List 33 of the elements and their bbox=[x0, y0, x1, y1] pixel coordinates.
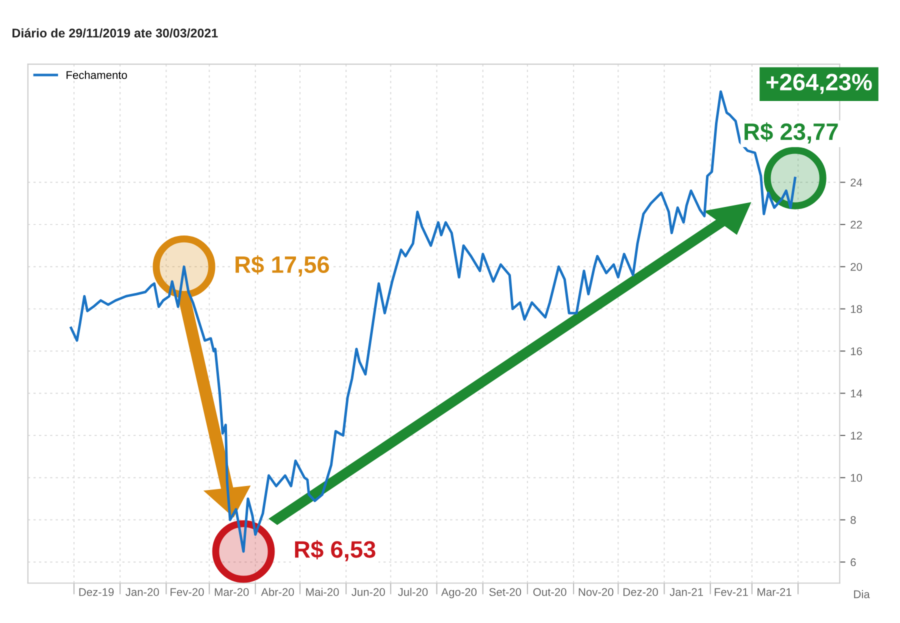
x-tick-label: Ago-20 bbox=[441, 588, 477, 598]
x-tick-label: Mar-21 bbox=[758, 588, 792, 596]
x-tick-label: Dez-19 bbox=[79, 588, 114, 596]
x-tick-label: Jan-21 bbox=[670, 588, 704, 596]
y-tick-label: 10 bbox=[850, 474, 862, 482]
y-tick-label: 22 bbox=[850, 220, 862, 229]
x-tick-label: Out-20 bbox=[533, 588, 566, 596]
y-tick-label: 16 bbox=[850, 347, 862, 356]
x-tick-label: Jul-20 bbox=[398, 588, 428, 596]
x-tick-label: Fev-20 bbox=[170, 588, 204, 596]
annotation: +264,23% bbox=[766, 74, 872, 94]
y-tick-label: 8 bbox=[850, 516, 856, 524]
x-tick-label: Jan-20 bbox=[126, 588, 159, 596]
x-tick-label: Fev-21 bbox=[714, 588, 748, 596]
x-tick-label: Set-20 bbox=[489, 588, 522, 596]
x-tick-label: Mai-20 bbox=[306, 588, 339, 596]
y-tick-label: 6 bbox=[850, 558, 856, 566]
y-tick-label: 24 bbox=[850, 178, 862, 186]
annotation: R$ 23,77 bbox=[744, 122, 838, 144]
legend-label: Fechamento bbox=[66, 70, 127, 79]
chart-subtitle: Diário de 29/11/2019 ate 30/03/2021 bbox=[12, 28, 218, 38]
x-tick-label: Jun-20 bbox=[352, 588, 385, 596]
y-tick-label: 12 bbox=[850, 432, 862, 440]
x-tick-label: Abr-20 bbox=[261, 588, 294, 596]
x-tick-label: Dez-20 bbox=[623, 588, 658, 596]
y-tick-label: 18 bbox=[850, 305, 862, 314]
x-tick-label: Nov-20 bbox=[578, 588, 614, 596]
y-tick-label: 20 bbox=[850, 262, 862, 271]
y-tick-label: 14 bbox=[850, 390, 862, 398]
annotation: R$ 17,56 bbox=[236, 255, 329, 276]
x-axis-title: Dia bbox=[854, 590, 870, 598]
x-tick-label: Mar-20 bbox=[214, 588, 249, 596]
annotation: R$ 6,53 bbox=[295, 540, 376, 562]
